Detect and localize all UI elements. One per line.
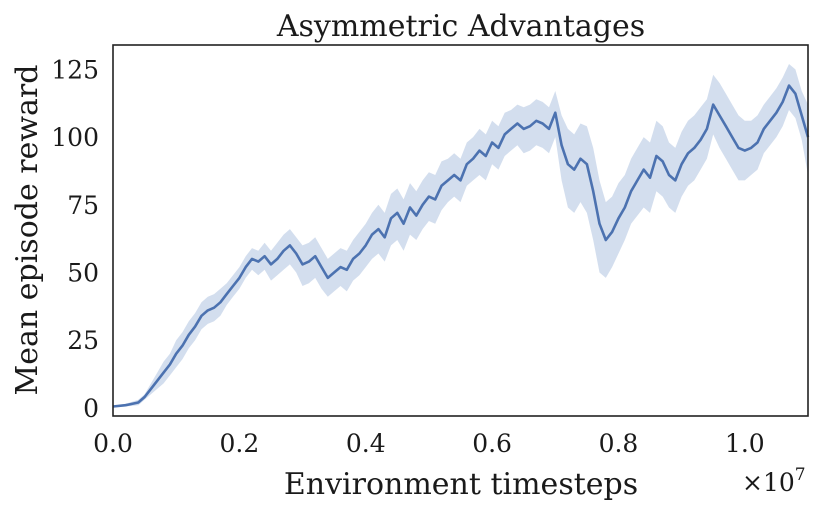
y-tick-label: 50	[67, 258, 99, 287]
x-axis-label: Environment timesteps	[284, 467, 638, 502]
x-tick-label: 0.8	[599, 429, 639, 458]
y-tick-label: 25	[67, 326, 99, 355]
y-tick-label: 0	[83, 394, 99, 423]
y-tick-labels: 0 25 50 75 100 125	[51, 55, 99, 423]
confidence-band	[113, 64, 808, 408]
x-tick-label: 1.0	[725, 429, 765, 458]
x-offset-label: ×107	[742, 465, 806, 497]
x-tick-labels: 0.0 0.2 0.4 0.6 0.8 1.0	[93, 429, 765, 458]
x-tick-label: 0.0	[93, 429, 133, 458]
y-tick-label: 100	[51, 123, 99, 152]
series-line	[112, 84, 810, 408]
y-tick-label: 75	[67, 191, 99, 220]
x-offset-exponent: 7	[795, 465, 806, 485]
x-tick-label: 0.4	[346, 429, 386, 458]
y-tick-label: 125	[51, 55, 99, 84]
y-axis-label: Mean episode reward	[10, 65, 45, 396]
x-tick-label: 0.6	[472, 429, 512, 458]
x-tick-label: 0.2	[219, 429, 259, 458]
plot-frame	[112, 44, 809, 417]
chart-title: Asymmetric Advantages	[276, 9, 645, 44]
series-line-layer	[112, 84, 810, 408]
confidence-band-layer	[113, 64, 808, 408]
x-offset-base: ×10	[742, 468, 795, 497]
